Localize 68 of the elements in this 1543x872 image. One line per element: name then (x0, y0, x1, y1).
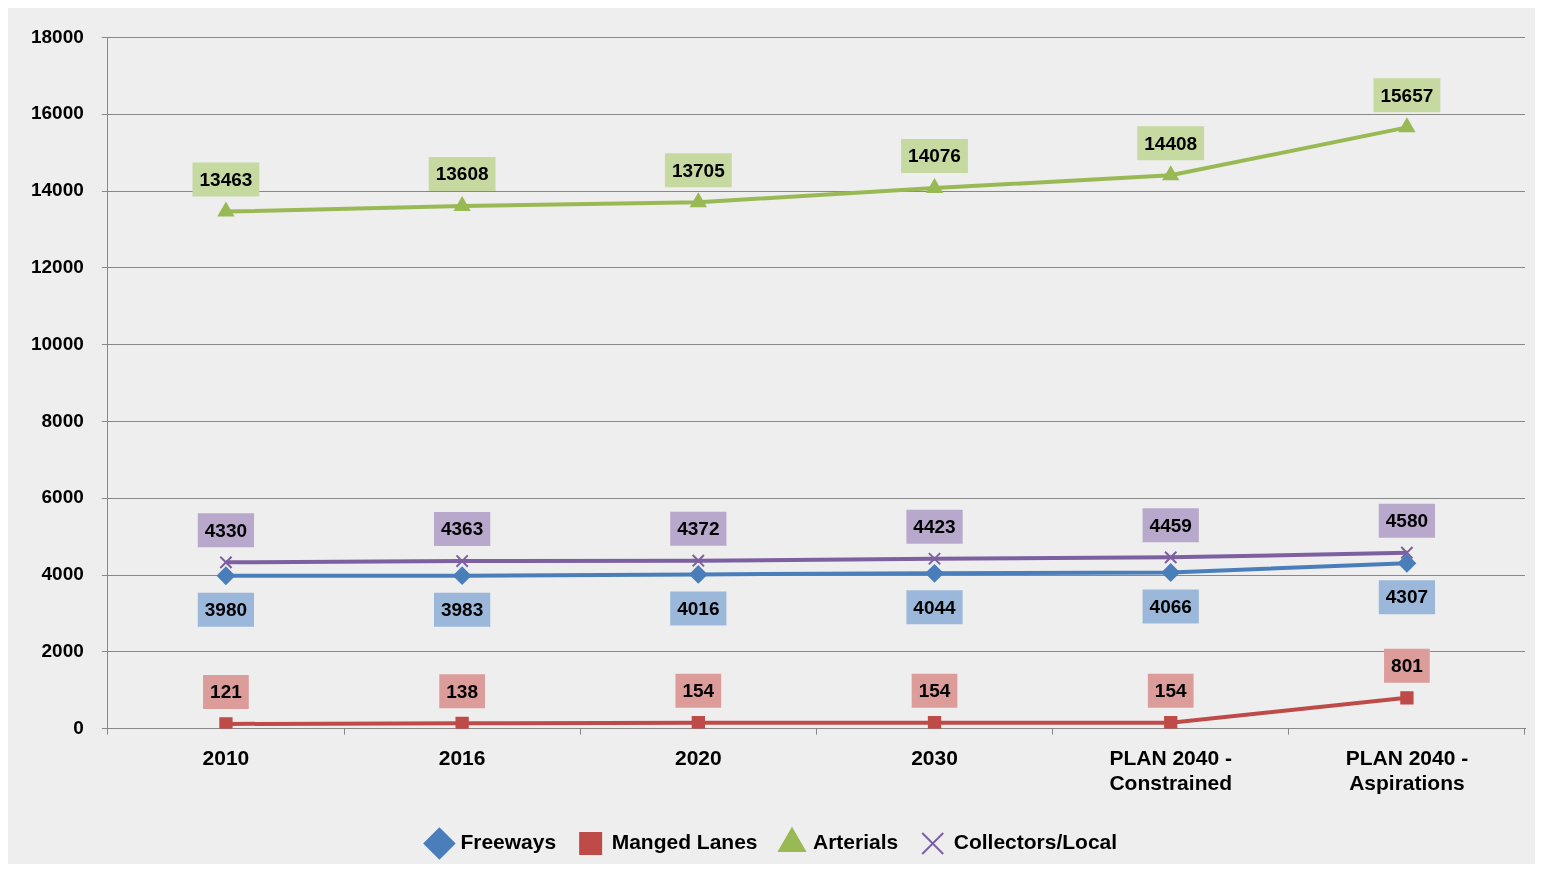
data-label: 154 (682, 679, 715, 701)
data-label: 4423 (913, 515, 956, 537)
legend-label: Manged Lanes (611, 830, 758, 854)
x-tick-label: 2020 (674, 746, 722, 769)
data-label: 4363 (440, 518, 484, 540)
point (1161, 563, 1180, 582)
point (1162, 166, 1179, 181)
data-label: 801 (1391, 655, 1424, 677)
point (691, 716, 705, 729)
data-label: 154 (918, 679, 951, 701)
point (216, 566, 235, 585)
point (925, 564, 944, 583)
legend-label: Arterials (813, 830, 899, 854)
data-label: 154 (1154, 679, 1187, 701)
point (691, 554, 705, 568)
x-tick-label: 2030 (911, 746, 958, 769)
point (455, 554, 469, 568)
x-tick-label: 2010 (202, 746, 250, 769)
data-label: 4372 (677, 517, 720, 539)
point (927, 552, 942, 566)
y-tick-label: 6000 (41, 486, 84, 508)
point (1400, 546, 1414, 560)
y-tick-label: 14000 (30, 179, 84, 201)
y-tick-label: 8000 (41, 409, 84, 431)
point (218, 202, 234, 217)
data-label: 4016 (677, 597, 720, 619)
y-tick-label: 16000 (30, 102, 84, 124)
y-tick-label: 12000 (30, 256, 84, 278)
data-label: 138 (446, 680, 478, 702)
point (690, 193, 707, 208)
legend-label: Freeways (460, 830, 557, 854)
legend-label: Collectors/Local (953, 830, 1118, 854)
y-tick-label: 18000 (30, 25, 84, 47)
point (454, 197, 471, 212)
data-label: 13463 (199, 168, 253, 190)
data-label: 14076 (908, 145, 961, 167)
point (1164, 550, 1178, 565)
data-label: 4044 (913, 596, 957, 618)
data-label: 4580 (1385, 509, 1429, 531)
point (219, 555, 233, 569)
data-label: 13705 (671, 159, 726, 181)
y-tick-label: 0 (73, 716, 84, 738)
data-label: 121 (210, 681, 243, 703)
point (1398, 118, 1415, 133)
data-label: 3983 (440, 598, 484, 620)
data-label: 4459 (1149, 514, 1192, 536)
point (1397, 554, 1416, 573)
point (1400, 691, 1414, 705)
data-label: 4307 (1385, 586, 1429, 608)
y-tick-label: 4000 (41, 563, 84, 585)
data-label: 4066 (1149, 595, 1192, 617)
point (926, 179, 943, 194)
point (453, 566, 472, 585)
x-tick-label: PLAN 2040 - Constrained (1109, 746, 1232, 795)
point (689, 565, 708, 584)
x-tick-label: 2016 (438, 746, 486, 769)
data-label: 14408 (1144, 132, 1198, 154)
point (1164, 716, 1178, 729)
point (455, 716, 469, 729)
y-tick-label: 10000 (30, 332, 84, 354)
y-tick-label: 2000 (41, 640, 84, 662)
data-label: 4330 (204, 519, 248, 541)
data-label: 3980 (204, 599, 248, 620)
data-label: 13608 (435, 163, 489, 185)
point (219, 717, 233, 729)
data-label: 15657 (1380, 84, 1434, 106)
x-tick-label: PLAN 2040 - Aspirations (1345, 746, 1469, 795)
point (927, 716, 942, 729)
